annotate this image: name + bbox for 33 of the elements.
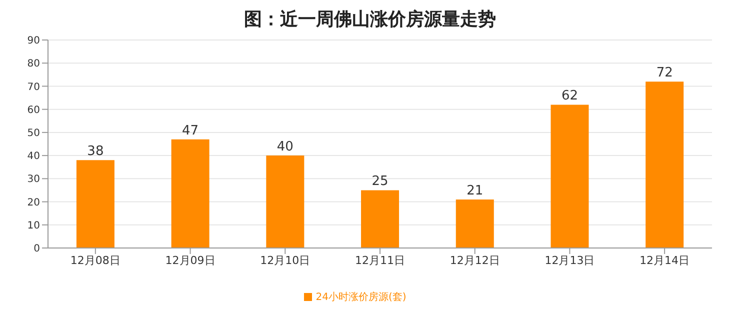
y-tick-label: 20	[27, 197, 40, 208]
data-label: 62	[561, 88, 578, 104]
x-tick-label: 12月12日	[450, 254, 500, 267]
data-label: 38	[87, 144, 104, 160]
legend-label: 24小时涨价房源(套)	[316, 292, 406, 303]
bar	[76, 160, 114, 248]
y-tick-label: 50	[27, 128, 40, 139]
y-tick-label: 30	[27, 174, 40, 186]
x-tick-label: 12月14日	[640, 254, 690, 267]
bar	[646, 82, 684, 248]
x-tick-label: 12月11日	[355, 254, 405, 267]
data-label: 21	[466, 183, 484, 198]
chart-title: 图：近一周佛山涨价房源量走势	[243, 8, 497, 32]
y-tick-label: 10	[27, 220, 40, 232]
bar	[266, 156, 304, 248]
y-tick-label: 90	[27, 36, 40, 47]
x-tick-label: 12月13日	[544, 254, 595, 267]
data-label: 40	[276, 140, 294, 155]
data-label: 25	[372, 174, 388, 190]
x-tick-label: 12月10日	[260, 254, 310, 267]
y-tick-label: 70	[27, 82, 40, 93]
y-tick-label: 60	[27, 104, 40, 116]
data-label: 72	[656, 66, 673, 81]
y-tick-label: 80	[27, 58, 40, 70]
bar	[361, 190, 400, 248]
x-tick-label: 12月08日	[70, 254, 120, 267]
x-tick-label: 12月09日	[165, 254, 216, 267]
y-tick-label: 40	[27, 151, 40, 162]
data-label: 47	[182, 123, 199, 138]
bar	[171, 139, 210, 248]
y-tick-label: 0	[34, 244, 40, 255]
bar	[550, 104, 589, 248]
bar	[456, 199, 494, 248]
